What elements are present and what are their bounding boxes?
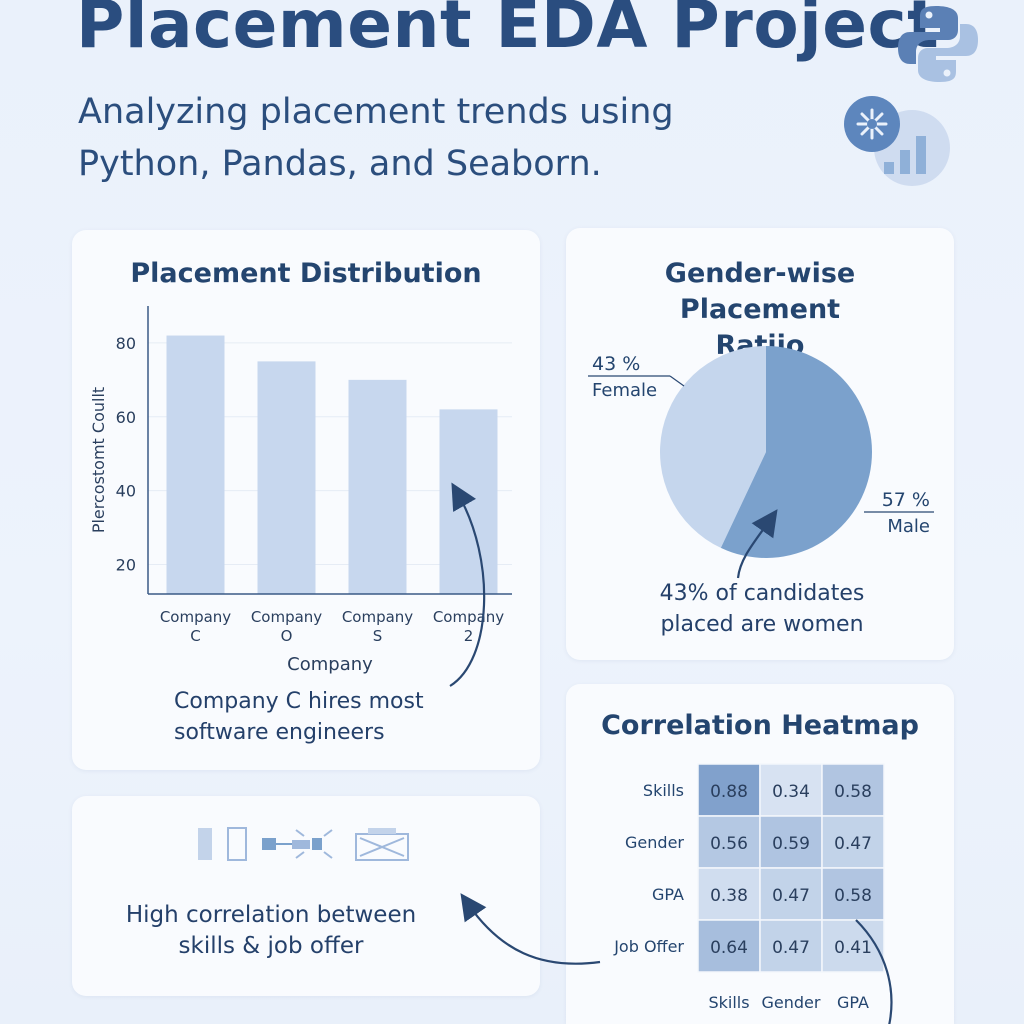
pie-leader-line: [669, 375, 685, 387]
heatmap-cell: [759, 867, 823, 921]
heatmap-cell: [697, 867, 761, 921]
x-tick-label: Company C: [160, 608, 231, 645]
x-tick-label: Company S: [342, 608, 413, 645]
heatmap-cell: [821, 763, 885, 817]
bar: [439, 409, 498, 594]
heatmap-cell-value: 0.47: [772, 938, 810, 958]
seaborn-logo-icon: [844, 96, 900, 152]
heatmap-row-label: Job Offer: [613, 937, 684, 956]
heatmap-cell-value: 0.88: [710, 782, 748, 802]
heatmap-row-label: Gender: [625, 833, 684, 852]
python-logo-icon: [898, 6, 978, 82]
bar: [348, 379, 407, 594]
heatmap-cell-value: 0.38: [710, 886, 748, 906]
pie-value-label: 57 %: [882, 489, 930, 511]
heatmap-col-label: Gender: [762, 993, 821, 1012]
heatmap-cell: [821, 815, 885, 869]
heatmap-col-label: GPA: [837, 993, 869, 1012]
pie-slice-label: Female: [592, 380, 657, 401]
heatmap-row-label: Skills: [643, 781, 684, 800]
y-axis-label: Plercostomt Coullt: [89, 387, 108, 533]
bar: [257, 361, 316, 594]
heatmap-cell: [697, 815, 761, 869]
heatmap-cell-value: 0.47: [834, 834, 872, 854]
heatmap-cell-value: 0.58: [834, 782, 872, 802]
bar-chart: 20 40 60 80 Company C Company O Company S Company 2…: [89, 306, 512, 675]
y-tick-label: 40: [116, 482, 136, 501]
pie-slice-female: [660, 346, 766, 548]
heatmap-cell-value: 0.59: [772, 834, 810, 854]
pie-value-label: 43 %: [592, 353, 640, 375]
insight-text: High correlation between skills & job of…: [125, 902, 417, 959]
heatmap-cell: [759, 919, 823, 973]
heatmap-cell-value: 0.47: [772, 886, 810, 906]
heatmap-col-label: Skills: [708, 993, 749, 1012]
heatmap-row-label: GPA: [652, 885, 684, 904]
insight-card: High correlation between skills & job of…: [72, 796, 540, 996]
heatmap-cell-value: 0.34: [772, 782, 810, 802]
pie-slice-label: Male: [887, 516, 930, 537]
data-pipeline-icon: [198, 827, 409, 861]
bar-chart-annotation: Company C hires most software engineers: [174, 689, 424, 745]
pie-chart: 43 % Female 57 % Male: [588, 346, 934, 558]
y-tick-label: 20: [116, 555, 136, 574]
heatmap-cell: [759, 763, 823, 817]
pie-slice-male: [720, 346, 872, 558]
placement-distribution-card: Placement Distribution 20 40 60 80 Company C C…: [72, 230, 540, 770]
gender-ratio-card: Gender-wise Placement Ratiio 43 % Female 5…: [566, 228, 954, 660]
bar: [166, 335, 225, 594]
pie-chart-annotation: 43% of candidates placed are women: [659, 581, 865, 637]
x-axis-label: Company: [287, 654, 373, 675]
heatmap-cell-value: 0.56: [710, 834, 748, 854]
page-title: Placement EDA Project: [76, 0, 940, 63]
correlation-heatmap-card: Correlation Heatmap Skills 0.88 0.34 0.58 Ge…: [566, 684, 954, 1024]
bar-chart-title: Placement Distribution: [130, 258, 482, 289]
heatmap-title: Correlation Heatmap: [601, 710, 919, 741]
heatmap-cell: [759, 815, 823, 869]
heatmap-cell-value: 0.41: [834, 938, 872, 958]
heatmap-cell: [821, 867, 885, 921]
y-tick-label: 80: [116, 334, 136, 353]
heatmap-chart: Skills 0.88 0.34 0.58 Gender 0.56 0.59 0.47 GPA 0…: [613, 763, 885, 1012]
heatmap-cell-value: 0.58: [834, 886, 872, 906]
heatmap-cell-value: 0.64: [710, 938, 748, 958]
y-tick-label: 60: [116, 408, 136, 427]
x-tick-label: Company O: [251, 608, 322, 645]
x-tick-label: Company 2: [433, 608, 504, 645]
page-subtitle: Analyzing placement trends using Python,…: [78, 92, 674, 184]
